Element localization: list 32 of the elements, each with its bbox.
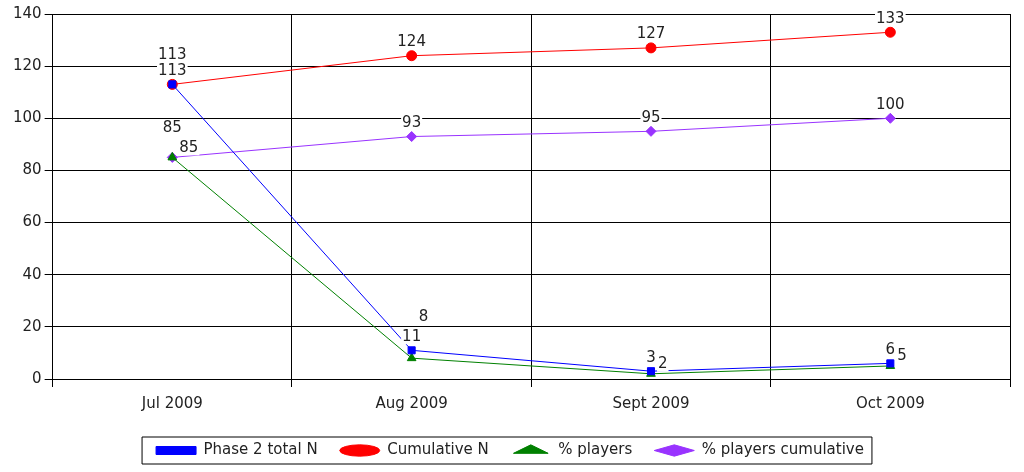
data-label: 113: [157, 60, 187, 79]
x-tick-label: Aug 2009: [375, 393, 448, 412]
y-tick-label: 140: [12, 3, 42, 22]
y-tick-label: 40: [22, 264, 42, 283]
data-label: 5: [897, 346, 907, 365]
data-label: 93: [402, 112, 422, 131]
data-label: 124: [397, 32, 426, 51]
legend-label: Cumulative N: [387, 440, 489, 459]
data-label: 100: [876, 94, 905, 113]
data-label: 95: [641, 107, 661, 126]
y-tick-label: 100: [12, 108, 42, 127]
y-tick-label: 80: [22, 160, 42, 179]
data-label: 11: [402, 326, 422, 345]
legend-label: Phase 2 total N: [203, 440, 318, 459]
data-label: 85: [179, 137, 199, 156]
data-label: 6: [885, 339, 896, 358]
data-label: 113: [157, 44, 187, 63]
x-tick-label: Jul 2009: [140, 393, 203, 412]
legend-label: % players: [558, 440, 633, 459]
legend-label: % players cumulative: [701, 440, 864, 459]
y-tick-label: 0: [32, 368, 42, 387]
data-label: 127: [636, 24, 666, 43]
data-label: 85: [162, 117, 182, 136]
y-tick-label: 120: [12, 56, 42, 75]
data-label: 2: [657, 354, 668, 373]
x-tick-label: Sept 2009: [612, 393, 690, 412]
data-label: 3: [646, 347, 656, 366]
x-tick-label: Oct 2009: [855, 393, 925, 412]
data-label: 8: [418, 306, 429, 325]
data-label: 133: [876, 8, 905, 27]
y-tick-label: 60: [22, 212, 42, 231]
y-tick-label: 20: [22, 316, 42, 335]
